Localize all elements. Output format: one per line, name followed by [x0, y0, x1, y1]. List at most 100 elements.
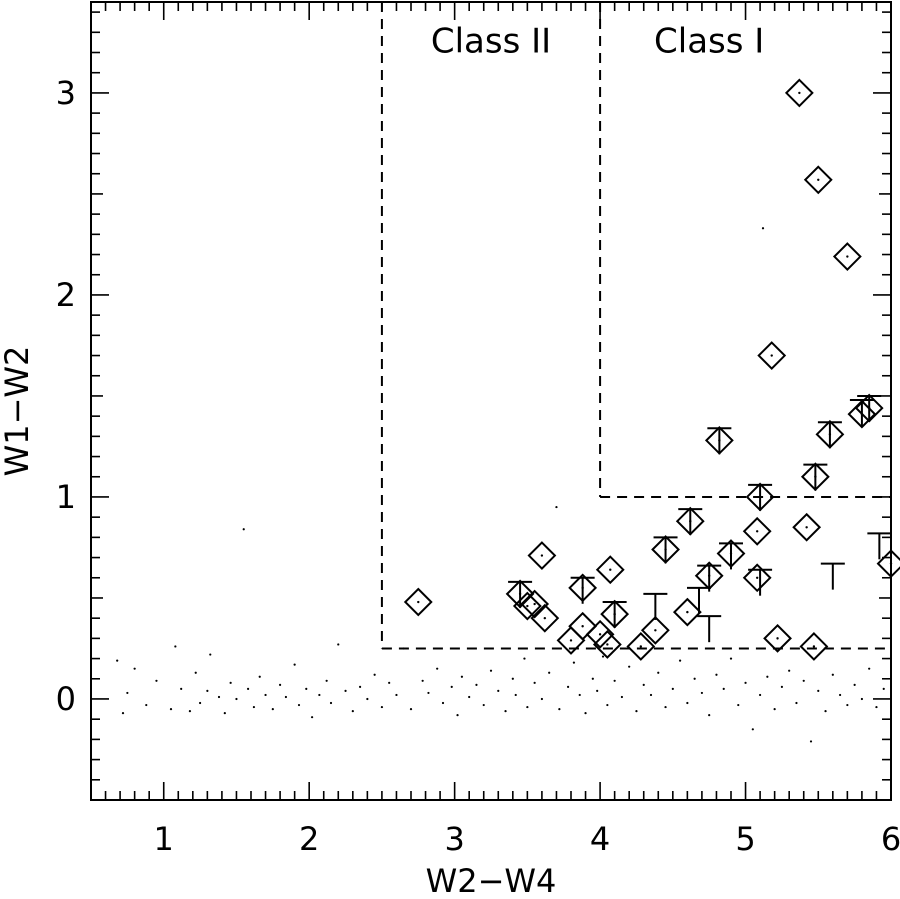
field-point — [366, 697, 369, 701]
y-tick-label: 1 — [56, 478, 76, 516]
field-point — [642, 683, 645, 686]
field-point — [715, 673, 718, 676]
field-point — [206, 689, 209, 693]
field-point — [548, 671, 551, 674]
field-point — [271, 707, 274, 711]
field-point — [584, 712, 587, 715]
field-point — [558, 707, 561, 711]
field-point — [722, 687, 725, 690]
field-point — [297, 703, 301, 707]
field-point — [860, 697, 864, 701]
field-point — [441, 701, 445, 705]
field-point — [133, 667, 136, 670]
field-point — [373, 673, 376, 676]
source-diamond — [527, 541, 557, 570]
field-point — [121, 712, 125, 715]
field-point — [209, 653, 212, 656]
field-point — [601, 655, 605, 658]
source-diamond-center — [755, 530, 759, 533]
field-point — [758, 693, 762, 697]
field-point — [780, 685, 784, 688]
field-point — [578, 693, 581, 697]
source-diamond-center — [581, 625, 584, 628]
field-point — [145, 703, 148, 707]
field-point — [155, 679, 158, 682]
field-point — [613, 679, 616, 682]
field-point — [596, 689, 599, 693]
field-point — [882, 687, 885, 690]
field-point — [761, 227, 765, 230]
field-point — [773, 707, 776, 711]
field-point — [278, 683, 282, 686]
source-diamond-center — [770, 354, 773, 357]
source-diamond — [803, 165, 833, 195]
field-point — [358, 685, 362, 688]
field-point — [846, 703, 849, 707]
field-point — [766, 675, 769, 678]
field-point — [678, 659, 682, 662]
source-diamond-center — [805, 526, 808, 529]
source-diamond-center — [654, 629, 657, 632]
axis-tick-labels: 1 2 3 4 5 6 0 1 2 3 — [56, 74, 900, 858]
field-point — [116, 659, 119, 662]
field-point — [729, 657, 733, 660]
field-point — [708, 714, 711, 717]
region-labels: Class II Class I — [431, 21, 764, 61]
x-tick-label: 1 — [154, 820, 174, 858]
field-point — [606, 703, 609, 707]
field-point — [788, 669, 791, 672]
field-point — [751, 728, 754, 731]
y-axis-label: W1−W2 — [0, 346, 36, 477]
field-point — [817, 689, 820, 693]
source-diamond — [784, 78, 814, 108]
source-diamond — [876, 549, 900, 579]
source-diamond-center — [533, 602, 536, 606]
field-point — [305, 687, 308, 690]
source-diamond-center — [540, 554, 544, 557]
field-point — [824, 710, 827, 713]
field-point — [460, 675, 464, 678]
x-tick-label: 3 — [444, 820, 464, 858]
field-point — [540, 697, 544, 701]
field-point — [421, 679, 424, 682]
source-diamond — [742, 516, 772, 546]
source-diamond — [530, 603, 560, 633]
field-point — [482, 703, 485, 707]
field-point — [475, 683, 478, 686]
source-diamond-center — [606, 643, 609, 646]
source-diamond-center — [686, 610, 689, 614]
field-point — [174, 645, 177, 648]
field-point — [351, 710, 354, 713]
field-point — [514, 693, 517, 697]
field-point — [572, 661, 576, 664]
region-label: Class I — [654, 21, 764, 61]
source-diamond — [847, 399, 877, 429]
field-point — [284, 695, 288, 699]
class-boundaries — [380, 2, 891, 650]
y-tick-label: 0 — [56, 680, 76, 718]
x-axis-label: W2−W4 — [426, 862, 557, 899]
field-point — [223, 712, 226, 715]
field-point — [555, 505, 558, 509]
field-point — [409, 707, 413, 711]
field-point — [388, 681, 391, 684]
field-point — [325, 679, 328, 682]
source-diamond-center — [569, 639, 573, 642]
source-diamond-center — [798, 91, 801, 95]
field-point — [526, 705, 529, 709]
source-diamond-center — [812, 645, 816, 648]
field-point — [180, 687, 183, 690]
field-point — [194, 671, 197, 674]
y-tick-label: 3 — [56, 74, 76, 112]
field-point — [795, 701, 798, 705]
field-point — [875, 705, 878, 709]
source-diamond — [568, 611, 598, 641]
field-point — [831, 673, 834, 676]
source-diamond-center — [598, 633, 602, 636]
x-tick-label: 5 — [735, 820, 755, 858]
field-points — [116, 227, 885, 743]
field-point — [169, 707, 173, 711]
source-diamond — [512, 591, 542, 621]
field-point — [246, 687, 250, 690]
